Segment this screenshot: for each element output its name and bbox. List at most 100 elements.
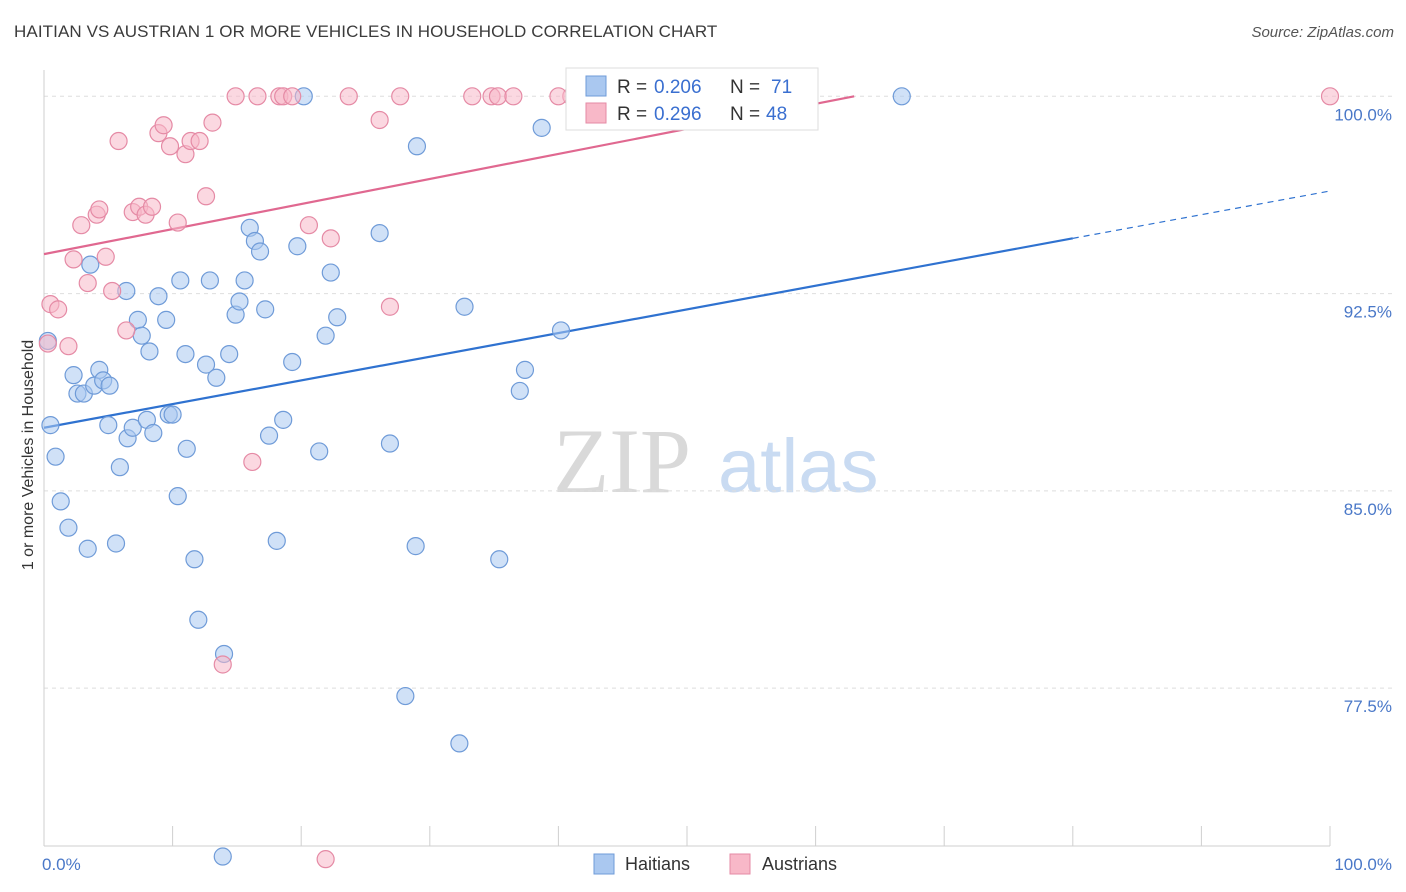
- point-haitians: [256, 300, 275, 319]
- trendline-haitians-extension: [1072, 190, 1331, 239]
- point-austrians: [339, 87, 358, 106]
- point-haitians: [140, 342, 159, 361]
- point-haitians: [100, 376, 119, 395]
- point-haitians: [230, 292, 249, 311]
- point-austrians: [117, 321, 136, 340]
- point-austrians: [49, 300, 68, 319]
- point-austrians: [283, 87, 302, 106]
- data-points: [38, 87, 1340, 869]
- legend-r-label-austrians: R =: [617, 104, 647, 125]
- y-tick-label: 92.5%: [1344, 303, 1392, 322]
- point-haitians: [163, 405, 182, 424]
- point-austrians: [391, 87, 410, 106]
- point-austrians: [72, 216, 91, 235]
- point-austrians: [316, 850, 335, 869]
- point-austrians: [142, 197, 162, 216]
- bottom-legend-label-haitians: Haitians: [625, 854, 690, 874]
- chart-title: HAITIAN VS AUSTRIAN 1 OR MORE VEHICLES I…: [14, 22, 718, 41]
- point-haitians: [149, 287, 168, 306]
- point-haitians: [157, 310, 176, 329]
- point-haitians: [370, 223, 389, 243]
- point-austrians: [203, 113, 222, 132]
- point-haitians: [450, 734, 469, 753]
- y-tick-label: 85.0%: [1344, 500, 1392, 519]
- point-haitians: [176, 344, 195, 364]
- point-austrians: [78, 273, 97, 293]
- x-tick-label-min: 0.0%: [42, 855, 81, 874]
- point-austrians: [1320, 87, 1340, 106]
- point-austrians: [160, 137, 180, 156]
- point-austrians: [549, 87, 568, 106]
- point-haitians: [250, 242, 270, 261]
- point-austrians: [64, 250, 83, 269]
- point-haitians: [235, 271, 254, 290]
- point-haitians: [406, 537, 425, 556]
- watermark-zip: ZIP: [553, 410, 691, 512]
- point-austrians: [103, 281, 122, 301]
- legend-swatch-haitians: [585, 75, 607, 97]
- point-austrians: [109, 131, 128, 151]
- point-haitians: [144, 423, 163, 443]
- point-austrians: [90, 200, 109, 219]
- point-haitians: [490, 550, 509, 569]
- point-austrians: [96, 247, 115, 266]
- point-haitians: [110, 458, 129, 477]
- point-austrians: [190, 131, 209, 151]
- point-haitians: [177, 439, 196, 458]
- point-haitians: [274, 410, 293, 429]
- x-tick-label-max: 100.0%: [1334, 855, 1392, 874]
- legend-swatch-austrians: [585, 102, 607, 124]
- point-austrians: [321, 229, 340, 248]
- point-haitians: [46, 447, 65, 466]
- point-haitians: [123, 418, 142, 437]
- point-haitians: [396, 686, 415, 706]
- point-haitians: [288, 237, 307, 256]
- legend-r-value-austrians: 0.296: [654, 104, 702, 125]
- series-legend: Haitians Austrians: [593, 853, 837, 875]
- bottom-legend-label-austrians: Austrians: [762, 854, 837, 874]
- point-austrians: [463, 87, 482, 106]
- point-haitians: [207, 368, 226, 387]
- legend-n-label-haitians: N =: [730, 77, 760, 98]
- point-haitians: [59, 518, 78, 537]
- point-haitians: [106, 534, 126, 553]
- point-haitians: [267, 531, 286, 550]
- point-haitians: [185, 550, 204, 569]
- point-haitians: [78, 539, 97, 558]
- stats-legend: R = 0.206 N = 71 R = 0.296 N = 48: [565, 67, 819, 131]
- point-austrians: [226, 87, 245, 106]
- point-haitians: [310, 442, 329, 461]
- point-haitians: [51, 492, 70, 511]
- point-austrians: [168, 213, 187, 232]
- point-haitians: [189, 610, 208, 629]
- point-haitians: [551, 321, 571, 340]
- point-haitians: [532, 118, 551, 137]
- watermark-atlas: atlas: [718, 424, 879, 509]
- point-haitians: [99, 416, 118, 435]
- point-haitians: [515, 360, 535, 379]
- source-label: Source: ZipAtlas.com: [1251, 24, 1394, 41]
- point-haitians: [380, 434, 400, 453]
- legend-n-value-austrians: 48: [766, 104, 787, 125]
- point-haitians: [213, 847, 232, 866]
- point-haitians: [259, 426, 279, 445]
- trendlines: [43, 95, 1331, 429]
- axes: [43, 70, 1331, 847]
- point-haitians: [196, 355, 216, 374]
- y-tick-label: 77.5%: [1344, 697, 1392, 716]
- point-austrians: [248, 87, 267, 106]
- legend-r-value-haitians: 0.206: [654, 77, 702, 98]
- point-haitians: [283, 352, 302, 372]
- point-haitians: [132, 326, 151, 345]
- point-austrians: [196, 187, 216, 206]
- point-haitians: [407, 137, 427, 156]
- point-austrians: [154, 116, 173, 135]
- point-haitians: [41, 416, 60, 435]
- point-austrians: [370, 110, 389, 130]
- gridlines: [44, 95, 1392, 689]
- point-austrians: [243, 452, 262, 472]
- point-haitians: [81, 255, 100, 274]
- y-axis-label: 1 or more Vehicles in Household: [20, 340, 37, 570]
- point-haitians: [64, 366, 83, 385]
